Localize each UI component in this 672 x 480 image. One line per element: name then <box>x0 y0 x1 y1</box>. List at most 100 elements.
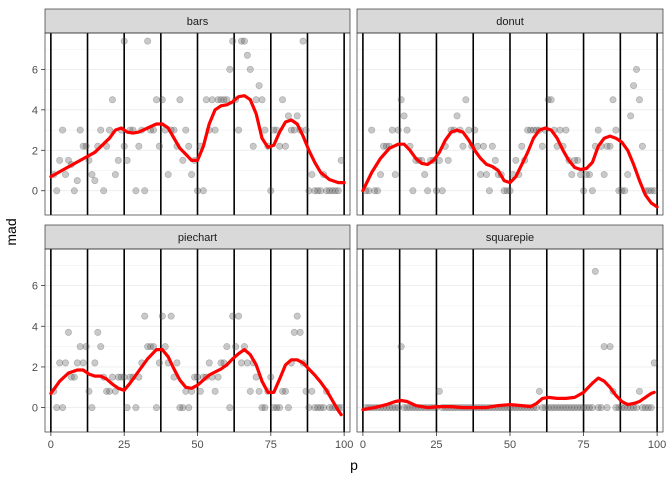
data-point <box>97 343 105 351</box>
data-point <box>270 404 278 412</box>
data-point <box>582 404 590 412</box>
data-point <box>246 65 254 73</box>
data-point <box>211 126 219 134</box>
data-point <box>388 404 396 412</box>
data-point <box>240 37 248 45</box>
data-point <box>290 126 298 134</box>
data-point <box>120 37 128 45</box>
data-point <box>500 187 508 195</box>
strip-label: piechart <box>178 232 217 244</box>
strip-bars <box>44 8 351 34</box>
data-point <box>618 404 626 412</box>
data-point <box>374 187 382 195</box>
data-point <box>56 156 64 164</box>
data-point <box>650 359 658 367</box>
data-point <box>438 187 446 195</box>
data-point <box>202 96 210 104</box>
data-point <box>585 171 593 179</box>
data-point <box>53 187 61 195</box>
data-point <box>223 96 231 104</box>
data-point <box>123 404 131 412</box>
data-point <box>371 187 379 195</box>
data-point <box>199 187 207 195</box>
data-point <box>474 142 482 150</box>
data-point <box>214 373 222 381</box>
data-point <box>518 142 526 150</box>
x-axis-title: p <box>350 457 358 473</box>
x-tick-label: 75 <box>265 439 277 451</box>
data-point <box>281 142 289 150</box>
data-point <box>82 343 90 351</box>
data-point <box>88 171 96 179</box>
data-point <box>229 37 237 45</box>
data-point <box>388 126 396 134</box>
data-point <box>144 343 152 351</box>
data-point <box>421 171 429 179</box>
data-point <box>179 156 187 164</box>
data-point <box>403 126 411 134</box>
data-point <box>544 404 552 412</box>
data-point <box>94 328 102 336</box>
data-point <box>550 404 558 412</box>
panel-area-bars <box>45 33 350 215</box>
data-point <box>293 312 301 320</box>
data-point <box>647 187 655 195</box>
data-point <box>120 373 128 381</box>
data-point <box>471 126 479 134</box>
panel-area-piechart <box>45 249 350 432</box>
data-point <box>152 96 160 104</box>
data-point <box>559 404 567 412</box>
data-point <box>394 404 402 412</box>
x-tick-label: 100 <box>648 439 666 451</box>
data-point <box>302 126 310 134</box>
data-point <box>135 142 143 150</box>
data-point <box>273 404 281 412</box>
data-point <box>379 142 387 150</box>
data-point <box>365 187 373 195</box>
data-point <box>290 328 298 336</box>
data-point <box>308 171 316 179</box>
data-point <box>314 187 322 195</box>
data-point <box>400 404 408 412</box>
data-point <box>76 343 84 351</box>
data-point <box>214 96 222 104</box>
data-point <box>79 142 87 150</box>
smooth-line <box>361 126 659 209</box>
data-point <box>524 126 532 134</box>
data-point <box>615 404 623 412</box>
data-point <box>97 126 105 134</box>
data-point <box>462 96 470 104</box>
data-point <box>252 96 260 104</box>
data-point <box>85 387 93 395</box>
data-point <box>391 171 399 179</box>
x-tick-label: 50 <box>191 439 203 451</box>
data-point <box>158 96 166 104</box>
x-tick-label: 25 <box>430 439 442 451</box>
data-point <box>325 187 333 195</box>
data-point <box>108 373 116 381</box>
data-point <box>506 187 514 195</box>
data-point <box>258 404 266 412</box>
data-point <box>588 187 596 195</box>
data-point <box>334 187 342 195</box>
data-point <box>588 404 596 412</box>
data-point <box>88 404 96 412</box>
y-tick-label: 6 <box>32 64 38 76</box>
data-point <box>82 142 90 150</box>
data-point <box>574 156 582 164</box>
smooth-line <box>49 94 346 185</box>
data-point <box>435 387 443 395</box>
data-point <box>123 156 131 164</box>
data-point <box>577 171 585 179</box>
data-point <box>432 187 440 195</box>
data-point <box>155 142 163 150</box>
data-point <box>158 312 166 320</box>
data-point <box>638 404 646 412</box>
data-point <box>538 142 546 150</box>
data-point <box>600 343 608 351</box>
data-point <box>538 404 546 412</box>
data-point <box>641 404 649 412</box>
data-point <box>612 404 620 412</box>
data-point <box>53 404 61 412</box>
